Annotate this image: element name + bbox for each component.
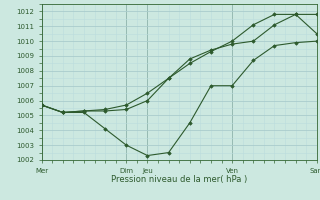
X-axis label: Pression niveau de la mer( hPa ): Pression niveau de la mer( hPa ) <box>111 175 247 184</box>
